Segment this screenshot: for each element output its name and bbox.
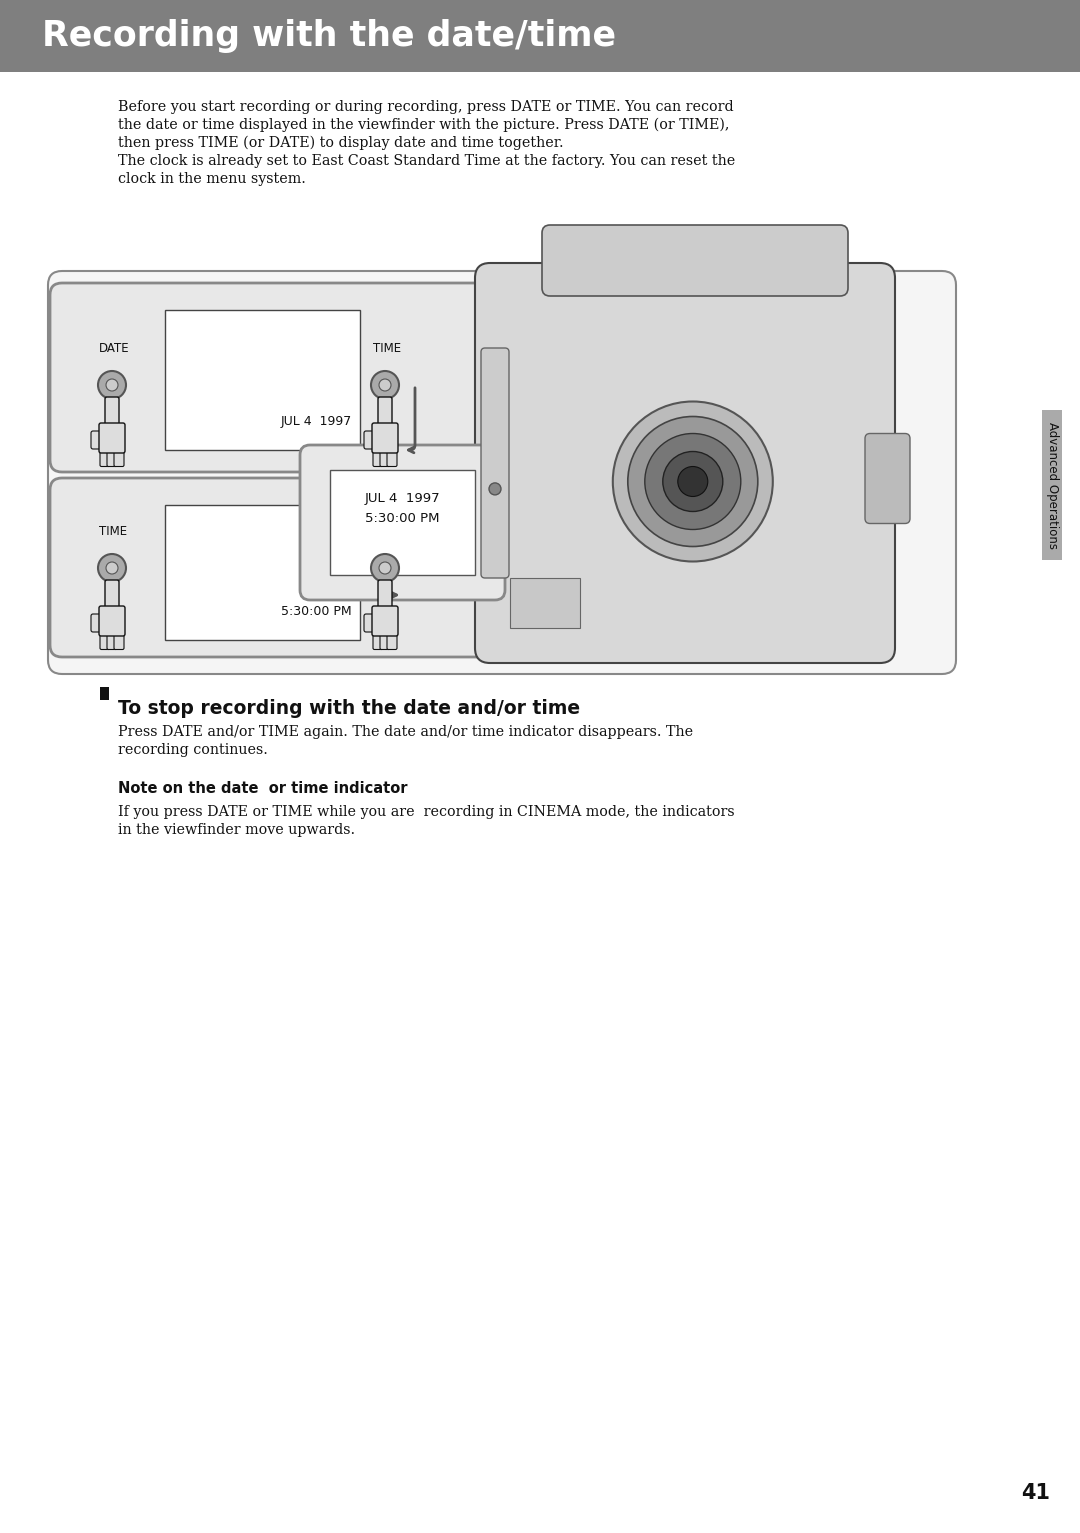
FancyBboxPatch shape xyxy=(380,632,390,650)
Circle shape xyxy=(489,483,501,495)
FancyBboxPatch shape xyxy=(50,478,694,658)
FancyBboxPatch shape xyxy=(114,632,124,650)
FancyBboxPatch shape xyxy=(91,431,105,449)
Text: The clock is already set to East Coast Standard Time at the factory. You can res: The clock is already set to East Coast S… xyxy=(118,153,735,169)
Circle shape xyxy=(106,563,118,573)
FancyBboxPatch shape xyxy=(372,423,399,452)
Bar xyxy=(330,471,475,575)
Circle shape xyxy=(612,402,773,561)
FancyBboxPatch shape xyxy=(475,264,895,662)
Text: 41: 41 xyxy=(1021,1482,1050,1502)
FancyBboxPatch shape xyxy=(105,579,119,612)
Text: clock in the menu system.: clock in the menu system. xyxy=(118,172,306,185)
Bar xyxy=(165,504,360,639)
Circle shape xyxy=(379,563,391,573)
Circle shape xyxy=(106,379,118,391)
Circle shape xyxy=(379,379,391,391)
FancyBboxPatch shape xyxy=(542,225,848,296)
FancyBboxPatch shape xyxy=(364,615,378,632)
Text: DATE: DATE xyxy=(373,524,404,538)
FancyBboxPatch shape xyxy=(48,271,956,675)
Text: Recording with the date/time: Recording with the date/time xyxy=(42,18,616,54)
FancyBboxPatch shape xyxy=(100,632,110,650)
FancyBboxPatch shape xyxy=(481,348,509,578)
Circle shape xyxy=(98,371,126,399)
Circle shape xyxy=(645,434,741,529)
FancyBboxPatch shape xyxy=(380,449,390,466)
Text: in the viewfinder move upwards.: in the viewfinder move upwards. xyxy=(118,823,355,837)
FancyBboxPatch shape xyxy=(99,423,125,452)
FancyBboxPatch shape xyxy=(387,449,397,466)
FancyBboxPatch shape xyxy=(107,632,117,650)
Circle shape xyxy=(372,371,399,399)
FancyBboxPatch shape xyxy=(91,615,105,632)
Text: To stop recording with the date and/or time: To stop recording with the date and/or t… xyxy=(118,699,580,717)
FancyBboxPatch shape xyxy=(378,579,392,612)
FancyBboxPatch shape xyxy=(865,434,910,523)
FancyBboxPatch shape xyxy=(378,397,392,429)
Text: TIME: TIME xyxy=(373,342,401,356)
FancyBboxPatch shape xyxy=(300,445,505,599)
Text: 5:30:00 PM: 5:30:00 PM xyxy=(365,512,440,524)
Text: TIME: TIME xyxy=(99,524,127,538)
FancyBboxPatch shape xyxy=(99,606,125,636)
Circle shape xyxy=(627,417,758,546)
Text: then press TIME (or DATE) to display date and time together.: then press TIME (or DATE) to display dat… xyxy=(118,136,564,150)
Text: the date or time displayed in the viewfinder with the picture. Press DATE (or TI: the date or time displayed in the viewfi… xyxy=(118,118,729,132)
Text: Before you start recording or during recording, press DATE or TIME. You can reco: Before you start recording or during rec… xyxy=(118,100,733,113)
Text: 5:30:00 PM: 5:30:00 PM xyxy=(282,606,352,618)
Circle shape xyxy=(678,466,707,497)
Text: Note on the date  or time indicator: Note on the date or time indicator xyxy=(118,780,407,796)
FancyBboxPatch shape xyxy=(373,632,383,650)
Text: DATE: DATE xyxy=(99,342,130,356)
FancyBboxPatch shape xyxy=(372,606,399,636)
Text: Press DATE and/or TIME again. The date and/or time indicator disappears. The: Press DATE and/or TIME again. The date a… xyxy=(118,725,693,739)
Text: JUL 4  1997: JUL 4 1997 xyxy=(365,492,441,504)
Text: If you press DATE or TIME while you are  recording in CINEMA mode, the indicator: If you press DATE or TIME while you are … xyxy=(118,805,734,819)
Circle shape xyxy=(98,553,126,583)
Bar xyxy=(0,0,1080,72)
FancyBboxPatch shape xyxy=(373,449,383,466)
FancyBboxPatch shape xyxy=(107,449,117,466)
FancyBboxPatch shape xyxy=(105,397,119,429)
Bar xyxy=(100,687,109,701)
Bar xyxy=(510,578,580,629)
FancyBboxPatch shape xyxy=(387,632,397,650)
FancyBboxPatch shape xyxy=(364,431,378,449)
FancyBboxPatch shape xyxy=(50,284,694,472)
FancyBboxPatch shape xyxy=(114,449,124,466)
Text: JUL 4  1997: JUL 4 1997 xyxy=(281,415,352,428)
FancyBboxPatch shape xyxy=(100,449,110,466)
Bar xyxy=(1042,409,1062,560)
Bar xyxy=(165,310,360,451)
Circle shape xyxy=(372,553,399,583)
Text: Advanced Operations: Advanced Operations xyxy=(1045,422,1058,549)
Circle shape xyxy=(663,452,723,512)
Text: recording continues.: recording continues. xyxy=(118,744,268,757)
